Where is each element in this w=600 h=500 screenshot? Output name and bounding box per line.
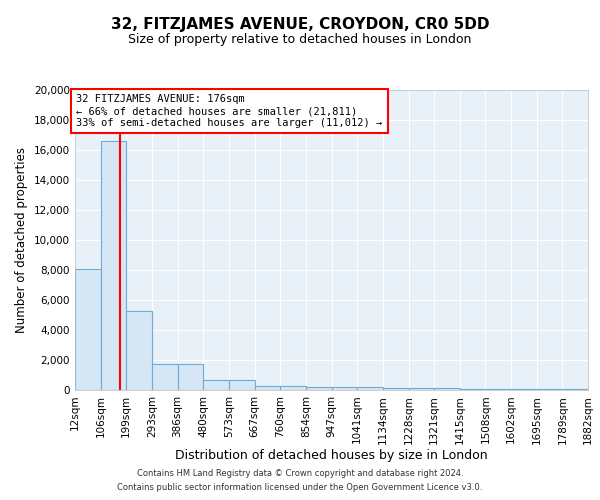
Bar <box>562 389 588 390</box>
Text: Contains HM Land Registry data © Crown copyright and database right 2024.: Contains HM Land Registry data © Crown c… <box>137 468 463 477</box>
Bar <box>254 386 280 390</box>
Text: Size of property relative to detached houses in London: Size of property relative to detached ho… <box>128 32 472 46</box>
Bar <box>203 380 229 390</box>
Bar <box>280 386 306 390</box>
Bar <box>127 310 152 390</box>
Bar <box>485 388 511 390</box>
Bar <box>229 380 254 390</box>
Bar <box>331 387 357 390</box>
Bar <box>306 386 331 390</box>
Text: 32 FITZJAMES AVENUE: 176sqm
← 66% of detached houses are smaller (21,811)
33% of: 32 FITZJAMES AVENUE: 176sqm ← 66% of det… <box>76 94 383 128</box>
Bar <box>357 388 383 390</box>
Bar <box>409 388 434 390</box>
Bar <box>434 388 460 390</box>
Bar <box>178 364 203 390</box>
Text: 32, FITZJAMES AVENUE, CROYDON, CR0 5DD: 32, FITZJAMES AVENUE, CROYDON, CR0 5DD <box>111 18 489 32</box>
Bar <box>101 141 127 390</box>
Bar <box>460 388 485 390</box>
Bar <box>383 388 409 390</box>
Text: Contains public sector information licensed under the Open Government Licence v3: Contains public sector information licen… <box>118 484 482 492</box>
Bar <box>537 389 562 390</box>
X-axis label: Distribution of detached houses by size in London: Distribution of detached houses by size … <box>175 449 488 462</box>
Y-axis label: Number of detached properties: Number of detached properties <box>16 147 28 333</box>
Bar <box>511 389 537 390</box>
Bar <box>75 268 101 390</box>
Bar <box>152 364 178 390</box>
